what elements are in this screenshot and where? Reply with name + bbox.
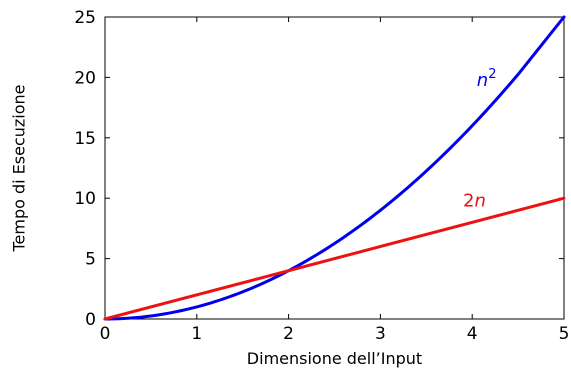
x-tick-label: 3 bbox=[375, 324, 386, 344]
ticks: 0 1 2 3 4 5 0 5 10 15 20 25 bbox=[74, 8, 569, 344]
y-tick-label: 20 bbox=[74, 68, 96, 88]
y-tick-label: 5 bbox=[85, 250, 96, 270]
y-tick-label: 0 bbox=[85, 310, 96, 330]
y-tick-label: 25 bbox=[74, 8, 96, 28]
x-tick-label: 2 bbox=[283, 324, 294, 344]
x-tick-label: 5 bbox=[559, 324, 570, 344]
series-line-1 bbox=[103, 196, 566, 321]
x-tick-label: 4 bbox=[467, 324, 478, 344]
series-label-0: n2 bbox=[477, 67, 497, 91]
x-tick-label: 0 bbox=[100, 324, 111, 344]
series-line-0 bbox=[103, 15, 566, 321]
series-label-1: 2n bbox=[463, 191, 486, 212]
plot-border bbox=[104, 16, 565, 320]
labels-layer: n2 2n bbox=[463, 67, 496, 212]
y-tick-label: 10 bbox=[74, 189, 96, 209]
x-tick-label: 1 bbox=[191, 324, 202, 344]
y-tick-label: 15 bbox=[74, 129, 96, 149]
x-axis-label: Dimensione dell’Input bbox=[247, 349, 422, 368]
y-axis-label: Tempo di Esecuzione bbox=[10, 84, 29, 252]
plot-frame bbox=[104, 16, 565, 320]
series-layer bbox=[103, 15, 566, 321]
